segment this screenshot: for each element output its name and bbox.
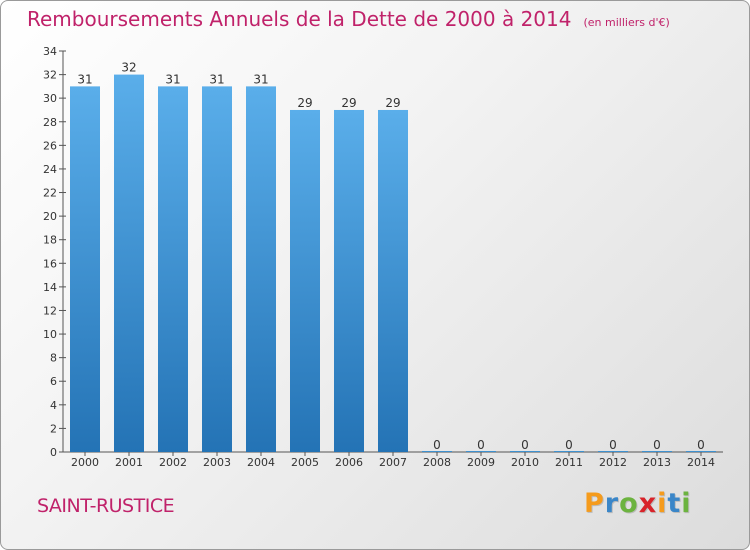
logo-letter: P bbox=[584, 488, 605, 519]
logo-letter: t bbox=[667, 488, 682, 519]
bar-value-label: 29 bbox=[385, 96, 400, 110]
y-tick-label: 18 bbox=[43, 234, 57, 247]
x-tick-label: 2011 bbox=[555, 456, 583, 469]
x-tick-label: 2013 bbox=[643, 456, 671, 469]
bar-value-label: 0 bbox=[477, 438, 485, 452]
x-tick-label: 2001 bbox=[115, 456, 143, 469]
bar bbox=[422, 451, 452, 452]
bar-value-label: 31 bbox=[253, 72, 268, 86]
y-tick-label: 4 bbox=[50, 399, 57, 412]
y-tick-label: 26 bbox=[43, 139, 57, 152]
bar bbox=[158, 86, 188, 452]
y-tick-label: 2 bbox=[50, 422, 57, 435]
y-tick-label: 28 bbox=[43, 116, 57, 129]
y-tick-label: 6 bbox=[50, 375, 57, 388]
y-tick-label: 20 bbox=[43, 210, 57, 223]
logo-letter: i bbox=[657, 488, 668, 519]
bar bbox=[246, 86, 276, 452]
chart-data-labels: 31 32 31 31 31 29 29 29 0 0 0 0 0 0 0 bbox=[77, 61, 704, 452]
bar bbox=[466, 451, 496, 452]
chart-bars bbox=[70, 74, 716, 453]
bar bbox=[378, 109, 408, 453]
x-tick-label: 2009 bbox=[467, 456, 495, 469]
x-tick-label: 2002 bbox=[159, 456, 187, 469]
bar-value-label: 0 bbox=[697, 438, 705, 452]
bar bbox=[554, 451, 584, 452]
y-tick-label: 32 bbox=[43, 69, 57, 82]
y-tick-label: 24 bbox=[43, 163, 57, 176]
chart-title: Remboursements Annuels de la Dette de 20… bbox=[27, 7, 670, 31]
y-tick-label: 30 bbox=[43, 92, 57, 105]
x-tick-label: 2005 bbox=[291, 456, 319, 469]
bar-value-label: 31 bbox=[209, 72, 224, 86]
x-tick-label: 2007 bbox=[379, 456, 407, 469]
bar bbox=[290, 109, 320, 453]
bar-value-label: 0 bbox=[653, 438, 661, 452]
bar-value-label: 0 bbox=[565, 438, 573, 452]
bar bbox=[642, 451, 672, 452]
x-tick-label: 2003 bbox=[203, 456, 231, 469]
proxiti-logo: Proxiti bbox=[584, 488, 692, 519]
bar-value-label: 29 bbox=[297, 96, 312, 110]
y-tick-label: 16 bbox=[43, 257, 57, 270]
x-tick-label: 2014 bbox=[687, 456, 715, 469]
y-tick-label: 0 bbox=[50, 446, 57, 459]
x-tick-label: 2006 bbox=[335, 456, 363, 469]
bar bbox=[70, 86, 100, 452]
y-tick-label: 12 bbox=[43, 304, 57, 317]
bar-value-label: 31 bbox=[165, 72, 180, 86]
x-tick-label: 2012 bbox=[599, 456, 627, 469]
y-tick-label: 34 bbox=[43, 45, 57, 58]
bar-value-label: 0 bbox=[521, 438, 529, 452]
bar bbox=[510, 451, 540, 452]
bar-value-label: 29 bbox=[341, 96, 356, 110]
y-tick-label: 22 bbox=[43, 187, 57, 200]
bar-value-label: 0 bbox=[433, 438, 441, 452]
bar bbox=[334, 109, 364, 453]
chart-title-text: Remboursements Annuels de la Dette de 20… bbox=[27, 7, 572, 31]
bar bbox=[202, 86, 232, 452]
bar-value-label: 31 bbox=[77, 72, 92, 86]
commune-name: SAINT-RUSTICE bbox=[37, 495, 175, 517]
bar-value-label: 32 bbox=[121, 61, 136, 75]
x-tick-label: 2008 bbox=[423, 456, 451, 469]
bar-value-label: 0 bbox=[609, 438, 617, 452]
y-tick-label: 14 bbox=[43, 281, 57, 294]
x-tick-label: 2010 bbox=[511, 456, 539, 469]
chart-unit: (en milliers d'€) bbox=[583, 16, 670, 29]
logo-letter: i bbox=[681, 488, 692, 519]
logo-letter: r bbox=[604, 488, 620, 519]
y-tick-label: 8 bbox=[50, 352, 57, 365]
bar bbox=[686, 451, 716, 452]
x-tick-label: 2000 bbox=[71, 456, 99, 469]
x-tick-label: 2004 bbox=[247, 456, 275, 469]
bar bbox=[598, 451, 628, 452]
logo-letter: o bbox=[619, 488, 639, 519]
bar bbox=[114, 74, 144, 453]
y-tick-label: 10 bbox=[43, 328, 57, 341]
logo-letter: x bbox=[638, 488, 658, 519]
